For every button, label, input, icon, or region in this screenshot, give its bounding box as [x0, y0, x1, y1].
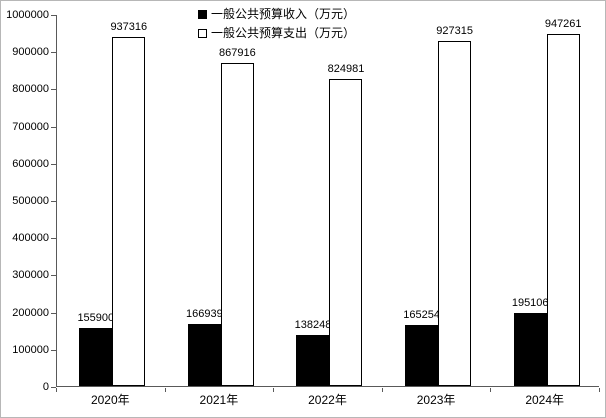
bar-revenue-2022年 [296, 335, 330, 386]
plot-area: 155900 937316 166939 867916 138248 824981 1652… [56, 15, 599, 387]
y-tick-label: 1000000 [6, 9, 49, 21]
data-label: 867916 [219, 47, 256, 59]
legend-item: 一般公共预算支出（万元） [198, 25, 355, 41]
x-tick-mark [599, 388, 600, 392]
y-tick-label: 0 [42, 381, 49, 393]
x-category-label: 2022年 [308, 393, 347, 407]
y-tick-mark [51, 15, 56, 16]
x-tick-mark [490, 388, 491, 392]
bar-group: 155900 937316 [57, 15, 166, 386]
data-label: 165254 [403, 309, 440, 321]
legend: 一般公共预算收入（万元） 一般公共预算支出（万元） [198, 6, 355, 41]
y-tick-label: 300000 [12, 269, 49, 282]
data-label: 166939 [186, 308, 223, 320]
x-category-label: 2023年 [416, 393, 456, 407]
y-tick-mark [51, 238, 56, 240]
y-tick-label: 600000 [12, 157, 49, 170]
legend-item: 一般公共预算收入（万元） [198, 6, 355, 22]
y-tick-label: 900000 [12, 46, 49, 59]
y-tick-label: 700000 [12, 120, 49, 133]
x-category-label: 2024年 [525, 393, 565, 407]
bar-expenditure-2020年 [112, 37, 146, 386]
bar-group: 195106 947261 [491, 15, 600, 386]
data-label: 824981 [327, 63, 365, 75]
data-label: 927315 [436, 25, 473, 37]
x-category-label: 2021年 [199, 393, 239, 407]
y-tick-mark [51, 52, 56, 54]
y-tick-mark [51, 163, 56, 165]
bar-revenue-2021年 [187, 324, 221, 386]
hollow-square-icon [198, 28, 207, 38]
data-label: 947261 [544, 18, 582, 30]
legend-label: 一般公共预算收入（万元） [211, 7, 356, 21]
data-label: 195106 [511, 297, 549, 309]
y-tick-mark [51, 126, 56, 128]
x-tick-mark [165, 388, 166, 392]
x-tick-mark [382, 388, 383, 392]
bar-revenue-2024年 [513, 313, 547, 386]
y-tick-mark [51, 387, 56, 388]
bar-group: 138248 824981 [274, 15, 383, 386]
y-tick-mark [51, 349, 56, 351]
data-label: 937316 [110, 21, 148, 33]
y-tick-mark [51, 89, 56, 91]
bar-expenditure-2023年 [438, 41, 472, 386]
y-tick-label: 800000 [12, 83, 49, 96]
y-tick-mark [51, 201, 56, 202]
bar-expenditure-2024年 [546, 34, 580, 386]
legend-label: 一般公共预算支出（万元） [211, 26, 356, 40]
filled-square-icon [198, 9, 207, 19]
bar-expenditure-2021年 [220, 63, 254, 386]
x-tick-mark [273, 388, 274, 392]
x-tick-mark [56, 388, 57, 392]
data-label: 138248 [294, 319, 332, 331]
bar-group: 166939 867916 [166, 15, 275, 386]
y-tick-label: 100000 [12, 343, 49, 356]
bar-revenue-2020年 [79, 328, 113, 386]
bar-group: 165254 927315 [383, 15, 492, 386]
bar-expenditure-2022年 [329, 79, 363, 386]
y-tick-mark [51, 312, 56, 314]
y-tick-label: 500000 [12, 195, 49, 207]
y-tick-label: 200000 [12, 306, 49, 319]
data-label: 155900 [77, 312, 115, 324]
bar-revenue-2023年 [405, 325, 439, 386]
y-tick-mark [51, 275, 56, 277]
x-category-label: 2020年 [90, 393, 130, 407]
y-tick-label: 400000 [12, 232, 49, 245]
